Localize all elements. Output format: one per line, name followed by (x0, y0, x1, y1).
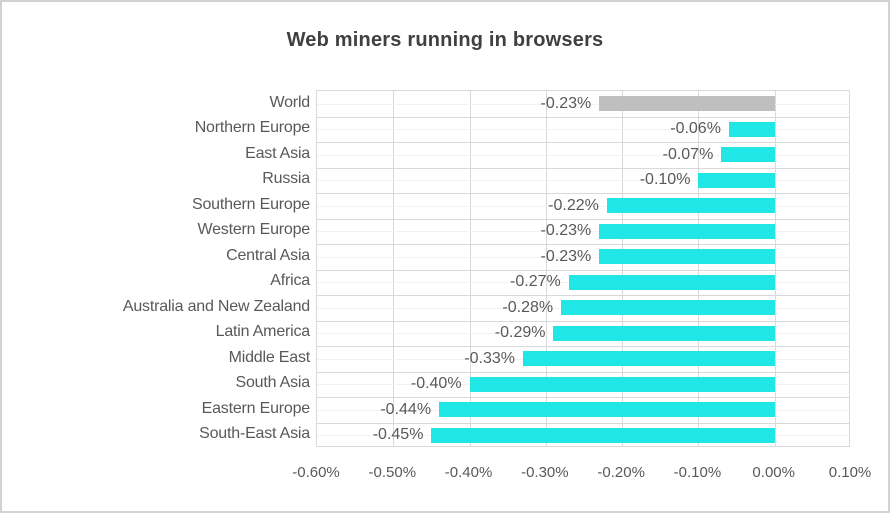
value-label: -0.23% (540, 94, 592, 112)
value-label: -0.06% (670, 120, 721, 138)
x-tick-label: -0.30% (521, 464, 569, 481)
category-label: Australia and New Zealand (122, 297, 310, 315)
value-label: -0.10% (639, 171, 691, 189)
value-label: -0.23% (540, 222, 592, 240)
gridline-horizontal-major (317, 371, 849, 373)
bar (553, 325, 775, 341)
gridline-horizontal-major (317, 193, 849, 194)
category-label: Middle East (228, 348, 311, 366)
x-tick-label: 0.00% (752, 464, 795, 481)
x-tick-label: -0.60% (292, 464, 340, 481)
bar (469, 376, 775, 392)
x-tick-label: 0.10% (828, 464, 872, 481)
bar (606, 198, 775, 214)
gridline-horizontal-minor (317, 154, 849, 156)
category-label: East Asia (245, 144, 310, 162)
x-tick-label: -0.40% (444, 464, 493, 481)
gridline-vertical (393, 91, 395, 446)
gridline-horizontal-minor (317, 205, 849, 207)
gridline-vertical (469, 91, 471, 446)
bar (728, 121, 775, 137)
gridline-horizontal-minor (317, 180, 849, 182)
bar (599, 223, 775, 239)
bar (721, 147, 775, 163)
gridline-horizontal-major (317, 269, 849, 271)
category-label: Central Asia (226, 246, 310, 264)
chart-title: Web miners running in browsers (286, 29, 604, 51)
value-label: -0.29% (494, 324, 546, 342)
gridline-horizontal-major (317, 116, 849, 118)
gridline-vertical (545, 91, 547, 446)
bar (522, 351, 775, 367)
category-label: South-East Asia (199, 425, 310, 443)
value-label: -0.23% (540, 247, 592, 265)
gridline-horizontal-minor (317, 231, 849, 233)
bar (599, 96, 775, 112)
gridline-vertical (774, 91, 776, 446)
gridline-horizontal-major (317, 295, 849, 296)
gridline-horizontal-major (317, 422, 849, 424)
gridline-horizontal-minor (317, 129, 849, 131)
category-label: South Asia (235, 374, 310, 392)
gridline-horizontal-major (317, 218, 849, 220)
x-tick-label: -0.20% (597, 464, 645, 481)
value-label: -0.40% (410, 375, 462, 393)
category-label: Northern Europe (194, 119, 310, 137)
x-axis: -0.60% -0.50% -0.40% -0.30% -0.20% -0.10% 0.00… (2, 462, 888, 482)
value-label: -0.22% (548, 196, 599, 214)
value-label: -0.44% (380, 400, 432, 418)
category-axis: World Northern Europe East Asia Russia South… (2, 90, 310, 447)
category-label: Africa (270, 272, 310, 290)
value-label: -0.27% (510, 273, 561, 291)
x-tick-label: -0.10% (673, 464, 722, 481)
gridline-horizontal-major (317, 167, 849, 169)
bar (568, 274, 775, 290)
gridline-horizontal-major (317, 346, 849, 347)
gridline-horizontal-major (317, 142, 849, 143)
category-label: Western Europe (197, 221, 310, 239)
value-label: -0.28% (502, 298, 554, 316)
bar (698, 172, 775, 188)
bar (561, 300, 775, 316)
bar (439, 402, 775, 418)
gridline-vertical (698, 91, 700, 446)
category-label: Latin America (215, 323, 311, 341)
gridline-horizontal-minor (317, 256, 849, 258)
category-label: Southern Europe (192, 195, 310, 213)
value-label: -0.45% (372, 426, 424, 444)
gridline-horizontal-major (317, 320, 849, 322)
value-label: -0.33% (464, 349, 515, 367)
gridline-horizontal-major (317, 244, 849, 245)
category-label: Russia (262, 170, 310, 188)
value-label: -0.07% (662, 145, 714, 163)
bar (431, 427, 775, 443)
x-tick-label: -0.50% (368, 464, 417, 481)
gridline-horizontal-major (317, 397, 849, 398)
plot-area: -0.23% -0.06% -0.07% -0.10% -0.22% -0.23% -0.2… (316, 90, 850, 447)
gridline-vertical (622, 91, 624, 446)
category-label: World (269, 93, 311, 111)
category-label: Eastern Europe (201, 399, 311, 417)
gridline-horizontal-minor (317, 103, 849, 105)
bar (599, 249, 775, 265)
